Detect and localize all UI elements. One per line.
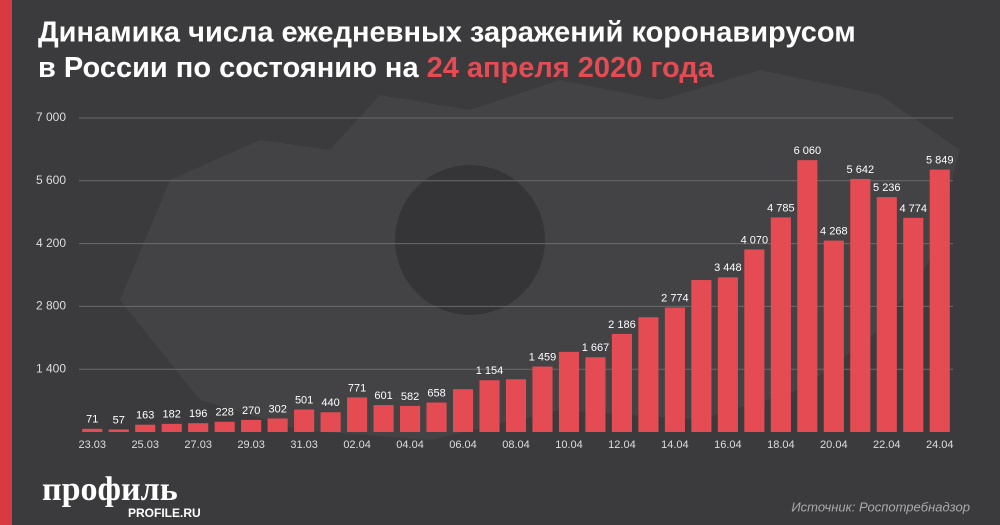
bar [108, 429, 129, 432]
x-tick-label: 23.03 [78, 439, 106, 451]
value-label: 4 268 [820, 225, 848, 237]
bar [664, 307, 685, 432]
x-tick-label: 18.04 [767, 439, 795, 451]
bar [373, 405, 394, 432]
bar [135, 424, 156, 432]
value-label: 302 [268, 403, 286, 415]
value-label: 6 060 [794, 145, 822, 157]
value-label: 5 849 [926, 155, 954, 167]
x-tick-label: 12.04 [608, 439, 636, 451]
value-label: 71 [86, 414, 98, 426]
x-tick-label: 29.03 [237, 439, 265, 451]
value-label: 440 [321, 397, 339, 409]
bar [929, 169, 950, 433]
value-label: 658 [427, 387, 445, 399]
bar [505, 379, 527, 432]
bar [241, 419, 262, 432]
y-tick-label: 5 600 [36, 173, 66, 187]
bar [876, 197, 897, 432]
title-line2: в России по состоянию на 24 апреля 2020 г… [38, 52, 715, 84]
bar [479, 380, 500, 432]
x-tick-label: 22.04 [873, 439, 901, 451]
value-label: 228 [215, 407, 233, 419]
bar [532, 366, 553, 432]
bar [638, 317, 659, 432]
x-tick-label: 31.03 [290, 439, 318, 451]
bar [399, 405, 421, 432]
bar [558, 351, 580, 432]
title-text: в России по состоянию на [38, 52, 419, 84]
x-tick-label: 16.04 [714, 439, 742, 451]
logo: профиль [42, 471, 178, 508]
bar [267, 418, 288, 432]
x-tick-label: 20.04 [820, 439, 848, 451]
title-highlight: 24 апреля 2020 года [427, 52, 715, 84]
plot: 1 400 2 800 4 200 5 600 7 000 23.03 71 57 25.03 1… [36, 110, 954, 451]
value-label: 163 [136, 410, 154, 422]
value-label: 501 [295, 394, 313, 406]
accent-strip [0, 0, 12, 525]
bar [770, 217, 791, 432]
x-tick-label: 08.04 [502, 439, 530, 451]
bar [347, 397, 368, 432]
logo-url: PROFILE.RU [128, 506, 201, 520]
bar [188, 423, 209, 432]
value-label: 4 774 [900, 203, 928, 215]
bar [426, 402, 447, 432]
value-label: 2 186 [608, 319, 636, 331]
bar [744, 249, 765, 432]
x-tick-label: 27.03 [184, 439, 212, 451]
value-label: 601 [374, 390, 392, 402]
value-label: 1 154 [476, 365, 504, 377]
virus-icon [395, 165, 545, 315]
bar [611, 333, 633, 432]
value-label: 182 [163, 409, 181, 421]
value-label: 5 236 [873, 182, 901, 194]
bar [691, 280, 712, 432]
title-line1: Динамика числа ежедневных заражений коро… [38, 17, 856, 49]
bar [161, 423, 182, 432]
value-label: 3 448 [714, 262, 742, 274]
value-label: 1 667 [582, 342, 610, 354]
bar [294, 409, 315, 432]
value-label: 270 [242, 405, 260, 417]
bar [903, 217, 924, 432]
x-tick-label: 04.04 [396, 439, 424, 451]
bar [717, 277, 738, 432]
value-label: 771 [348, 382, 366, 394]
bar [823, 240, 844, 432]
value-label: 196 [189, 408, 207, 420]
value-label: 5 642 [847, 164, 875, 176]
bar [452, 389, 474, 432]
y-tick-label: 7 000 [36, 110, 66, 124]
bar [82, 428, 103, 432]
value-label: 1 459 [529, 351, 557, 363]
bar [585, 357, 606, 432]
y-tick-label: 4 200 [36, 236, 66, 250]
bar [214, 421, 235, 432]
bar [320, 412, 341, 432]
x-tick-label: 10.04 [555, 439, 583, 451]
value-label: 2 774 [661, 292, 689, 304]
x-tick-label: 25.03 [131, 439, 159, 451]
value-label: 4 070 [741, 234, 769, 246]
source: Источник: Роспотребнадзор [791, 499, 970, 514]
x-tick-label: 06.04 [449, 439, 477, 451]
value-label: 57 [113, 414, 125, 426]
x-tick-label: 24.04 [926, 439, 954, 451]
y-tick-label: 1 400 [36, 361, 66, 375]
x-tick-label: 02.04 [343, 439, 371, 451]
value-label: 582 [401, 391, 419, 403]
bar [797, 160, 818, 432]
value-label: 4 785 [767, 202, 795, 214]
x-tick-label: 14.04 [661, 439, 689, 451]
bar [850, 178, 871, 432]
y-tick-label: 2 800 [36, 299, 66, 313]
